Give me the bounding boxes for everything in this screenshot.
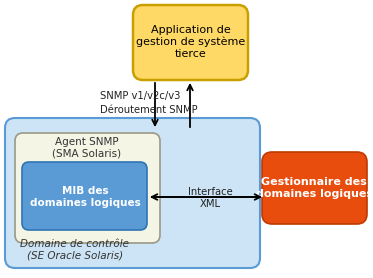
Text: Gestionnaire des
domaines logiques: Gestionnaire des domaines logiques bbox=[256, 177, 373, 199]
Text: Interface: Interface bbox=[188, 187, 232, 197]
Text: XML: XML bbox=[200, 199, 220, 209]
Text: MIB des
domaines logiques: MIB des domaines logiques bbox=[29, 186, 140, 208]
Text: SNMP v1/v2c/v3: SNMP v1/v2c/v3 bbox=[100, 91, 181, 101]
Text: Agent SNMP
(SMA Solaris): Agent SNMP (SMA Solaris) bbox=[53, 137, 122, 159]
FancyBboxPatch shape bbox=[15, 133, 160, 243]
FancyBboxPatch shape bbox=[133, 5, 248, 80]
FancyBboxPatch shape bbox=[262, 152, 367, 224]
Text: Déroutement SNMP: Déroutement SNMP bbox=[100, 105, 198, 115]
Text: Domaine de contrôle
(SE Oracle Solaris): Domaine de contrôle (SE Oracle Solaris) bbox=[21, 239, 129, 261]
Text: Application de
gestion de système
tierce: Application de gestion de système tierce bbox=[137, 25, 246, 59]
FancyBboxPatch shape bbox=[22, 162, 147, 230]
FancyBboxPatch shape bbox=[5, 118, 260, 268]
